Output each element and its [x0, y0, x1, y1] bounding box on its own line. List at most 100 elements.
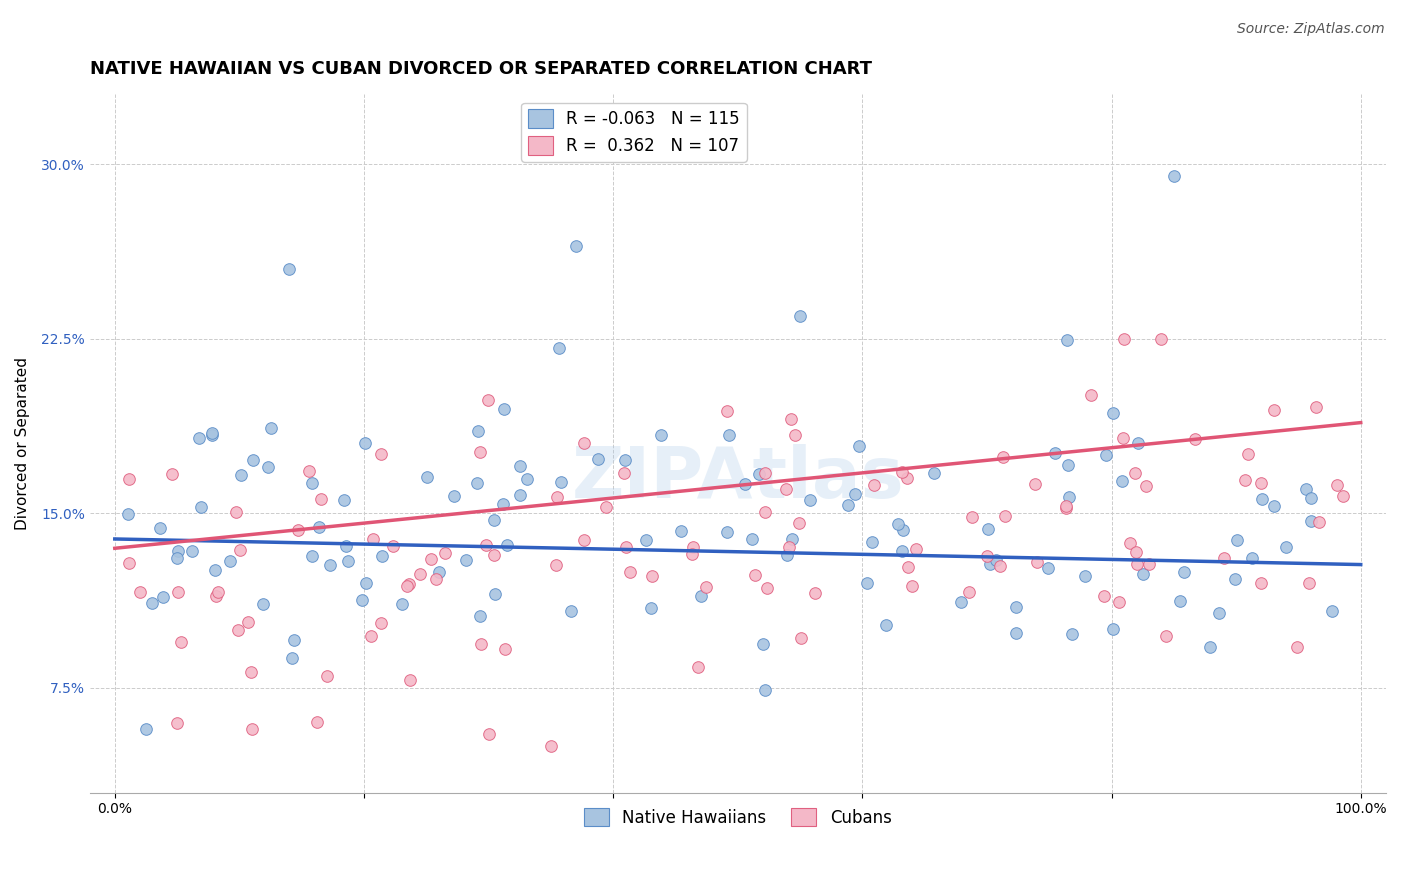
- Point: [236, 615, 259, 629]
- Point: [152, 590, 174, 604]
- Point: [1274, 540, 1296, 554]
- Point: [205, 589, 228, 603]
- Point: [550, 475, 572, 489]
- Point: [1285, 640, 1308, 655]
- Point: [572, 436, 595, 450]
- Point: [689, 589, 711, 603]
- Point: [1054, 500, 1077, 515]
- Point: [641, 568, 664, 582]
- Point: [844, 487, 866, 501]
- Point: [780, 532, 803, 546]
- Point: [1125, 545, 1147, 559]
- Point: [1173, 565, 1195, 579]
- Point: [860, 535, 883, 549]
- Point: [1126, 557, 1149, 571]
- Point: [650, 428, 672, 442]
- Point: [547, 341, 569, 355]
- Point: [613, 452, 636, 467]
- Point: [354, 436, 377, 450]
- Point: [495, 538, 517, 552]
- Point: [682, 540, 704, 554]
- Point: [905, 541, 928, 556]
- Point: [546, 558, 568, 572]
- Point: [1326, 478, 1348, 492]
- Point: [560, 604, 582, 618]
- Point: [619, 565, 641, 579]
- Point: [957, 585, 980, 599]
- Point: [893, 523, 915, 537]
- Point: [748, 467, 770, 482]
- Point: [1043, 446, 1066, 460]
- Point: [1101, 405, 1123, 419]
- Point: [976, 549, 998, 563]
- Point: [799, 492, 821, 507]
- Point: [278, 262, 301, 277]
- Point: [595, 500, 617, 514]
- Point: [434, 546, 457, 560]
- Point: [751, 637, 773, 651]
- Point: [586, 452, 609, 467]
- Point: [242, 453, 264, 467]
- Point: [494, 641, 516, 656]
- Point: [1094, 448, 1116, 462]
- Point: [361, 533, 384, 547]
- Point: [1005, 600, 1028, 615]
- Point: [790, 631, 813, 645]
- Point: [1112, 332, 1135, 346]
- Point: [1163, 169, 1185, 183]
- Point: [350, 593, 373, 607]
- Point: [614, 540, 637, 554]
- Point: [141, 596, 163, 610]
- Point: [229, 467, 252, 482]
- Point: [901, 579, 924, 593]
- Point: [468, 608, 491, 623]
- Point: [1132, 566, 1154, 581]
- Point: [391, 597, 413, 611]
- Point: [669, 524, 692, 538]
- Point: [681, 547, 703, 561]
- Point: [482, 548, 505, 562]
- Point: [1026, 555, 1049, 569]
- Point: [226, 623, 249, 637]
- Point: [1226, 533, 1249, 547]
- Point: [1320, 604, 1343, 618]
- Point: [754, 682, 776, 697]
- Point: [1223, 572, 1246, 586]
- Point: [260, 421, 283, 435]
- Point: [1102, 623, 1125, 637]
- Point: [298, 465, 321, 479]
- Point: [776, 548, 799, 562]
- Point: [1250, 475, 1272, 490]
- Point: [443, 489, 465, 503]
- Point: [1054, 499, 1077, 513]
- Point: [398, 577, 420, 591]
- Point: [1299, 491, 1322, 505]
- Point: [218, 554, 240, 568]
- Point: [370, 549, 392, 563]
- Point: [1233, 473, 1256, 487]
- Point: [1024, 477, 1046, 491]
- Point: [1125, 466, 1147, 480]
- Legend: Native Hawaiians, Cubans: Native Hawaiians, Cubans: [578, 801, 898, 833]
- Point: [686, 660, 709, 674]
- Point: [574, 533, 596, 547]
- Point: [395, 579, 418, 593]
- Point: [986, 553, 1008, 567]
- Point: [891, 544, 914, 558]
- Point: [1241, 550, 1264, 565]
- Point: [301, 476, 323, 491]
- Point: [1208, 607, 1230, 621]
- Point: [979, 557, 1001, 571]
- Point: [922, 466, 945, 480]
- Point: [166, 715, 188, 730]
- Point: [1057, 490, 1080, 504]
- Point: [167, 544, 190, 558]
- Point: [863, 477, 886, 491]
- Point: [1251, 491, 1274, 506]
- Point: [229, 543, 252, 558]
- Point: [640, 601, 662, 615]
- Text: NATIVE HAWAIIAN VS CUBAN DIVORCED OR SEPARATED CORRELATION CHART: NATIVE HAWAIIAN VS CUBAN DIVORCED OR SEP…: [90, 60, 872, 78]
- Point: [1237, 447, 1260, 461]
- Point: [204, 563, 226, 577]
- Point: [188, 431, 211, 445]
